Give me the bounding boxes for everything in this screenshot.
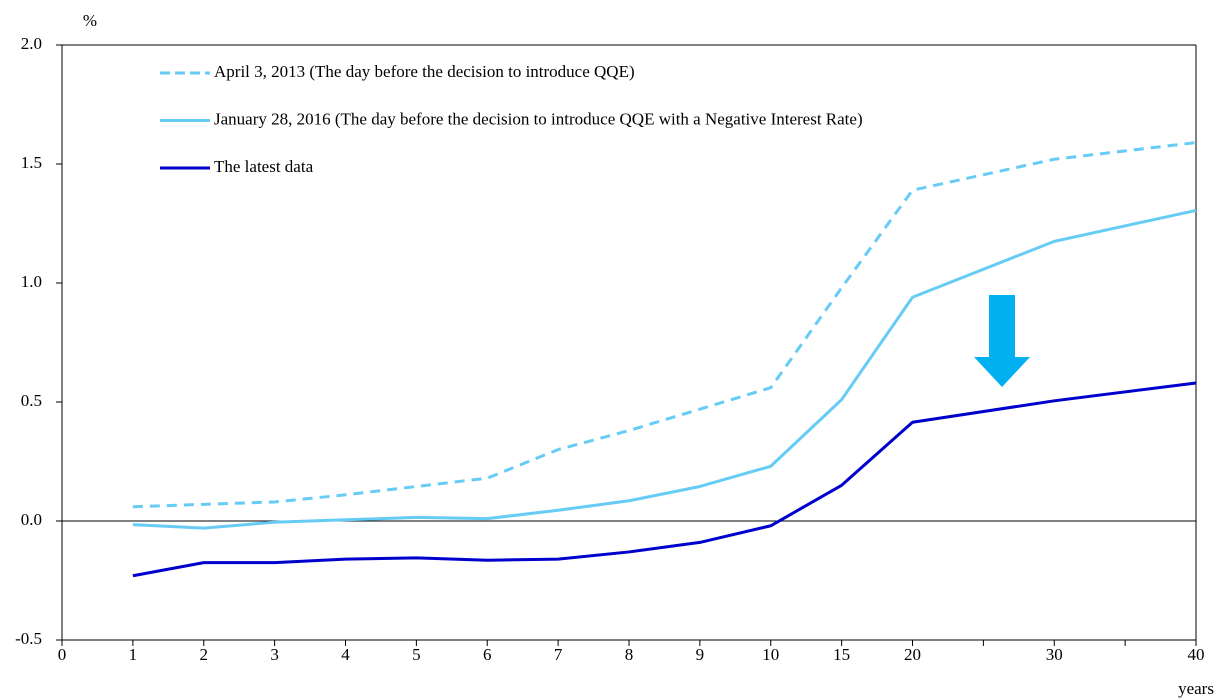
y-tick-label: 1.0 (21, 272, 42, 291)
x-tick-label: 10 (762, 645, 779, 664)
y-tick-label: 0.5 (21, 391, 42, 410)
y-tick-label: 2.0 (21, 34, 42, 53)
series-line (132, 381, 1197, 578)
x-tick-label: 0 (58, 645, 67, 664)
y-unit: % (83, 11, 97, 30)
x-tick-label: 3 (270, 645, 279, 664)
x-tick-label: 2 (200, 645, 209, 664)
legend-label: April 3, 2013 (The day before the decisi… (214, 62, 635, 81)
x-tick-label: 8 (625, 645, 634, 664)
x-tick-label: 20 (904, 645, 921, 664)
series-line (132, 141, 1197, 509)
x-unit: years (1178, 679, 1214, 698)
arrow (974, 295, 1030, 387)
x-tick-label: 7 (554, 645, 563, 664)
x-tick-label: 9 (696, 645, 705, 664)
x-tick-label: 1 (129, 645, 138, 664)
x-tick-label: 6 (483, 645, 492, 664)
y-tick-label: -0.5 (15, 629, 42, 648)
legend-label: The latest data (214, 157, 314, 176)
x-tick-label: 4 (341, 645, 350, 664)
x-tick-label: 30 (1046, 645, 1063, 664)
x-tick-label: 15 (833, 645, 850, 664)
y-tick-label: 0.0 (21, 510, 42, 529)
x-tick-label: 40 (1188, 645, 1205, 664)
y-tick-label: 1.5 (21, 153, 42, 172)
x-tick-label: 5 (412, 645, 421, 664)
series-line (132, 208, 1197, 530)
arrow-head (974, 357, 1030, 387)
legend-label: January 28, 2016 (The day before the dec… (214, 109, 863, 128)
arrow-shaft (989, 295, 1015, 357)
